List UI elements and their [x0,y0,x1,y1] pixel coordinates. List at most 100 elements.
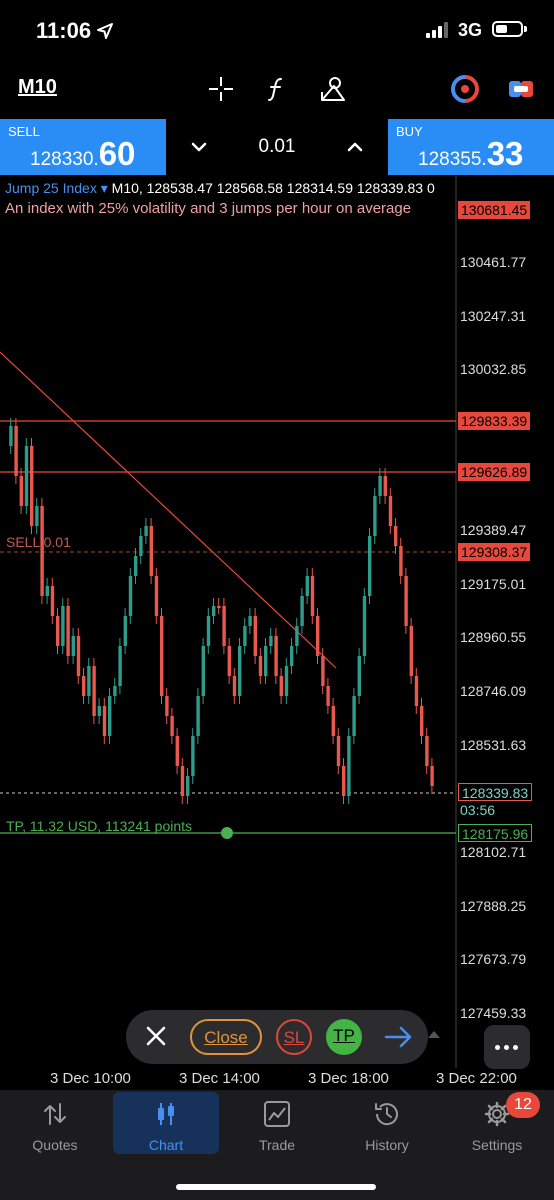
time-label: 3 Dec 10:00 [50,1070,131,1087]
candle [420,706,424,736]
price-tick: 128102.71 [460,844,527,860]
buy-button[interactable]: BUY 128355.33 [388,119,554,175]
candle [378,476,382,496]
take-profit-button[interactable]: TP [326,1019,362,1055]
arrow-right-icon[interactable] [384,1025,414,1049]
buy-price-big: 33 [486,135,524,172]
candle [300,596,304,626]
more-options-button[interactable] [484,1025,530,1069]
current-price-tag: 128339.83 [458,783,533,801]
trade-chart-icon [264,1101,290,1127]
candle [165,696,169,716]
chart-header: Jump 25 Index ▾ M10, 128538.47 128568.58… [5,180,435,197]
price-tick: 129389.47 [460,522,527,538]
chart-settings-icon[interactable] [506,74,536,104]
candle [404,576,408,626]
candle [118,646,122,686]
tab-quotes[interactable]: Quotes [2,1092,108,1154]
tab-history[interactable]: History [334,1092,440,1154]
candle [30,446,34,526]
bottom-tab-bar: Quotes Chart Trade History Settings [0,1090,554,1200]
price-tick: 130032.85 [460,361,527,377]
candle [180,766,185,796]
scroll-indicator-icon [428,1031,440,1038]
candle [310,576,315,616]
candle [409,626,413,676]
candle [321,656,325,686]
close-icon[interactable] [144,1024,168,1048]
chevron-up-icon[interactable] [345,137,365,157]
lot-value[interactable]: 0.01 [258,136,296,157]
candle [24,446,29,506]
price-chart[interactable]: Jump 25 Index ▾ M10, 128538.47 128568.58… [0,176,554,1068]
candle [35,506,39,526]
time-axis: 3 Dec 10:00 3 Dec 14:00 3 Dec 18:00 3 De… [0,1068,554,1090]
candle [269,636,273,646]
time-label: 3 Dec 14:00 [179,1070,260,1087]
take-profit-handle[interactable] [221,827,233,839]
chart-canvas[interactable] [0,176,554,1068]
take-profit-label: TP, 11.32 USD, 113241 points [6,818,193,834]
stop-loss-button[interactable]: SL [276,1019,312,1055]
candle [326,686,330,706]
candle [238,646,242,696]
candle [14,426,18,476]
candle [373,496,377,536]
ohlc-values: M10, 128538.47 128568.58 128314.59 12833… [111,180,435,196]
timeframe-button[interactable]: M10 [18,76,57,98]
status-bar: 11:06 3G [0,0,554,60]
close-position-button[interactable]: Close [190,1019,262,1055]
price-tick: 127673.79 [460,951,527,967]
candle [186,776,190,796]
sell-position-label: SELL 0.01 [6,534,71,550]
one-click-trading-icon[interactable] [450,74,480,104]
price-tick: 128531.63 [460,737,527,753]
lot-selector: 0.01 [166,119,388,175]
home-indicator [176,1184,376,1190]
candle [336,736,341,766]
candle [76,636,81,676]
candle [128,576,133,616]
buy-price: 128355.33 [418,135,523,173]
candle [430,766,434,786]
candle [295,626,299,646]
candle [92,666,96,716]
candle [87,666,91,696]
crosshair-icon[interactable] [206,74,236,104]
price-tick: 130461.77 [460,254,527,270]
candle [97,706,101,716]
candle [217,606,221,608]
candle [56,616,60,646]
sell-price-main: 128330. [30,149,99,170]
candle [206,616,211,646]
trend-line[interactable] [0,351,337,669]
tab-chart[interactable]: Chart [113,1092,219,1154]
price-tick: 128746.09 [460,683,527,699]
candle [144,526,148,536]
candle [274,636,278,676]
objects-shapes-icon[interactable] [318,74,348,104]
candle [113,686,117,696]
sell-button[interactable]: SELL 128330.60 [0,119,166,175]
candle [123,616,127,646]
time-label: 3 Dec 22:00 [436,1070,517,1087]
location-arrow-icon [97,23,113,39]
symbol-name[interactable]: Jump 25 Index [5,180,97,196]
battery-icon [492,21,527,37]
candle [196,696,200,736]
indicators-function-icon[interactable] [262,74,292,104]
bar-countdown: 03:56 [460,802,496,818]
candle [425,736,429,766]
time-label: 3 Dec 18:00 [308,1070,389,1087]
tab-trade[interactable]: Trade [224,1092,330,1154]
candle [264,646,268,676]
take-profit-price-tag: 128175.96 [458,824,533,842]
symbol-dropdown-icon[interactable]: ▾ [96,180,112,196]
quotes-arrows-icon [44,1103,66,1125]
candle [279,676,283,696]
chevron-down-icon[interactable] [189,137,209,157]
tab-settings[interactable]: Settings [444,1092,550,1154]
candle [149,526,153,576]
tab-label: Settings [471,1137,523,1153]
candle [175,736,179,766]
